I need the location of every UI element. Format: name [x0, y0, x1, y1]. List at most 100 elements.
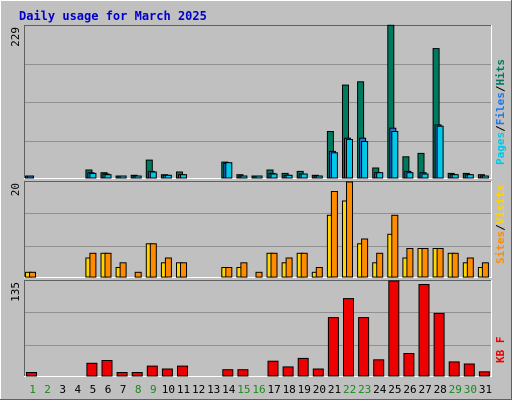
bar-kb-f-day-21	[327, 317, 339, 377]
bar-pages-day-27	[421, 173, 429, 179]
bar-kb-f-day-10	[161, 368, 173, 377]
bar-sites-day-14	[225, 267, 233, 278]
bar-sites-day-24	[376, 252, 384, 278]
bar-kb-f-day-28	[433, 312, 445, 377]
chart-title: Daily usage for March 2025	[19, 9, 207, 23]
bar-pages-day-17	[270, 173, 278, 179]
day-label-15: 15	[237, 383, 250, 396]
bar-kb-f-day-17	[267, 360, 279, 377]
bar-kb-f-day-23	[358, 317, 370, 377]
panel-series-label-part: Files	[494, 92, 507, 125]
bar-sites-day-25	[391, 214, 399, 278]
bar-sites-day-7	[119, 262, 127, 278]
panel-series-label-part: Pages	[494, 132, 507, 165]
bar-pages-day-16	[255, 175, 263, 179]
day-label-19: 19	[298, 383, 311, 396]
day-label-3: 3	[59, 383, 66, 396]
bar-kb-f-day-15	[237, 369, 249, 377]
bar-sites-day-17	[270, 252, 278, 278]
bar-kb-f-day-19	[297, 357, 309, 377]
bar-pages-day-31	[481, 175, 489, 179]
bar-pages-day-21	[330, 152, 338, 179]
bar-pages-day-6	[104, 174, 112, 179]
panel-series-label: KB F	[494, 337, 507, 364]
bar-sites-day-10	[164, 257, 172, 278]
bar-kb-f-day-22	[343, 298, 354, 377]
day-label-6: 6	[105, 383, 112, 396]
bar-pages-day-18	[285, 174, 293, 179]
day-label-1: 1	[29, 383, 36, 396]
bar-kb-f-day-5	[86, 362, 98, 377]
panel-series-label-part: /	[494, 85, 507, 92]
bar-sites-day-27	[421, 248, 429, 278]
bar-pages-day-30	[466, 174, 474, 179]
bar-sites-day-5	[89, 252, 97, 278]
bar-sites-day-20	[315, 267, 323, 278]
bar-sites-day-16	[255, 271, 263, 278]
day-label-20: 20	[313, 383, 326, 396]
day-label-14: 14	[222, 383, 236, 396]
bar-kb-f-day-11	[177, 365, 188, 377]
bar-kb-f-day-6	[101, 360, 113, 377]
bar-pages-day-11	[180, 174, 187, 179]
bar-pages-day-20	[315, 175, 323, 179]
panel-max-label: 20	[9, 183, 22, 196]
bar-kb-f-day-26	[403, 353, 415, 377]
bar-pages-day-14	[225, 162, 233, 179]
day-label-31: 31	[479, 383, 492, 396]
day-label-30: 30	[464, 383, 477, 396]
day-label-29: 29	[449, 383, 462, 396]
panel-series-label: Pages/Files/Hits	[494, 59, 507, 165]
bar-kb-f-day-31	[478, 371, 490, 377]
bar-sites-day-19	[300, 252, 308, 278]
bar-pages-day-7	[119, 175, 127, 179]
panel-max-label: 135	[9, 282, 22, 302]
bar-kb-f-day-14	[222, 369, 234, 377]
day-label-21: 21	[328, 383, 341, 396]
panel-max-label: 229	[9, 27, 22, 47]
bar-pages-day-5	[89, 172, 97, 179]
day-label-9: 9	[150, 383, 157, 396]
bar-sites-day-18	[285, 257, 293, 278]
bar-sites-day-30	[466, 257, 474, 278]
bar-sites-day-28	[436, 248, 444, 278]
day-label-25: 25	[388, 383, 401, 396]
bar-kb-f-day-24	[373, 359, 385, 377]
bar-sites-day-23	[361, 238, 369, 278]
bar-sites-day-8	[134, 271, 142, 278]
bar-kb-f-day-1	[26, 372, 37, 377]
bar-pages-day-28	[436, 125, 444, 179]
panel-series-label-part: Hits	[494, 59, 507, 86]
panel-series-label-part: Sites	[494, 231, 507, 264]
day-axis-labels: 1 2 3 4 5 6 7 8 9 10 11 12 13 14 15 16 17 18 19 20 21 22 23 24 2…	[29, 383, 492, 396]
bar-sites-day-15	[240, 262, 248, 278]
bar-pages-day-25	[391, 131, 399, 179]
panel-series-label-part: Visits	[494, 185, 507, 225]
bar-sites-day-1	[29, 271, 36, 278]
bar-kb-f-day-29	[448, 361, 460, 377]
bar-sites-day-21	[330, 191, 338, 278]
bar-kb-f-day-30	[463, 363, 475, 377]
day-label-18: 18	[283, 383, 296, 396]
bar-kb-f-day-8	[131, 372, 143, 377]
bar-sites-day-6	[104, 252, 112, 278]
bar-kb-f-day-25	[388, 280, 400, 377]
series-kb-f	[26, 280, 490, 377]
series-sites	[29, 181, 489, 278]
panel-series-label: Sites/Visits	[494, 185, 507, 265]
day-label-13: 13	[207, 383, 220, 396]
series-pages	[89, 125, 489, 179]
day-label-22: 22	[343, 383, 356, 396]
panel-kbytes: 135 KB F	[9, 280, 507, 377]
bar-pages-day-24	[376, 172, 384, 179]
bar-pages-day-29	[451, 174, 459, 179]
panel-series-label-part: /	[494, 125, 507, 132]
day-label-4: 4	[74, 383, 81, 396]
bar-sites-day-11	[180, 262, 187, 278]
bar-sites-day-31	[481, 262, 489, 278]
bar-pages-day-26	[406, 172, 414, 179]
bar-pages-day-23	[361, 141, 369, 179]
panel-series-label-part: KB F	[494, 337, 507, 364]
